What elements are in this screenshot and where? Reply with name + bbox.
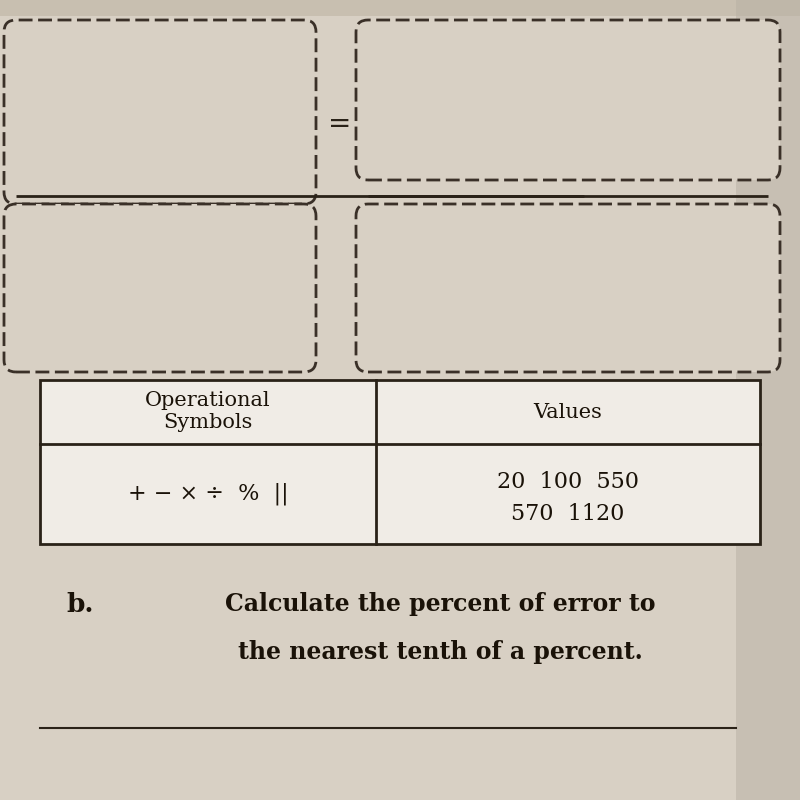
FancyBboxPatch shape <box>356 204 780 372</box>
FancyBboxPatch shape <box>356 20 780 180</box>
Text: =: = <box>328 110 352 138</box>
Text: Values: Values <box>534 402 602 422</box>
FancyBboxPatch shape <box>0 16 800 800</box>
Text: 570  1120: 570 1120 <box>511 503 625 525</box>
Text: + − × ÷  %  ||: + − × ÷ % || <box>128 482 288 506</box>
FancyBboxPatch shape <box>4 20 316 204</box>
Bar <box>736 0 800 800</box>
Text: 20  100  550: 20 100 550 <box>497 471 639 493</box>
Text: b.: b. <box>66 591 94 617</box>
Text: Calculate the percent of error to: Calculate the percent of error to <box>225 592 655 616</box>
FancyBboxPatch shape <box>4 204 316 372</box>
Bar <box>40 380 760 544</box>
Text: the nearest tenth of a percent.: the nearest tenth of a percent. <box>238 640 642 664</box>
Text: Operational
Symbols: Operational Symbols <box>145 391 271 433</box>
Bar <box>40 380 760 544</box>
